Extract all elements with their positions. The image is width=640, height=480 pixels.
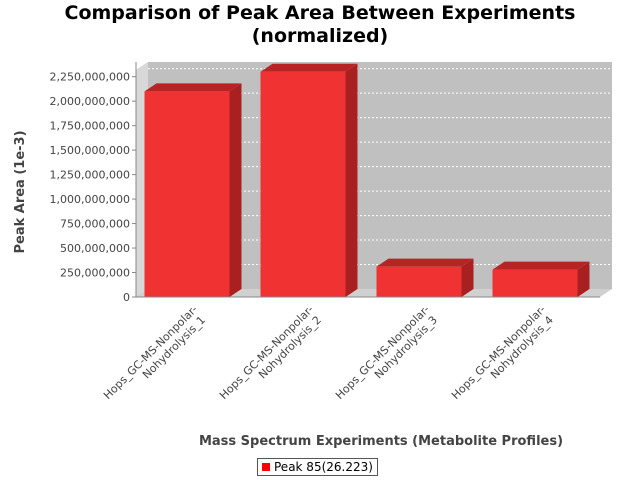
bar-side xyxy=(345,63,358,297)
x-tick-label: Hops_GC-MS-Nonpolar-Nohydrolysis_1 xyxy=(101,303,209,411)
bar xyxy=(260,71,346,298)
y-tick-label: 750,000,000 xyxy=(60,218,130,231)
bar-side xyxy=(461,258,474,297)
x-tick-label: Hops_GC-MS-Nonpolar-Nohydrolysis_4 xyxy=(449,303,557,411)
bar-top xyxy=(144,83,242,92)
bar-side xyxy=(229,83,242,297)
y-tick-label: 250,000,000 xyxy=(60,267,130,280)
y-tick-label: 1,000,000,000 xyxy=(50,193,130,206)
y-tick-label: 0 xyxy=(123,291,130,304)
bar xyxy=(376,266,462,297)
bar xyxy=(492,269,578,297)
y-tick-label: 2,000,000,000 xyxy=(50,95,130,108)
y-tick-label: 2,250,000,000 xyxy=(50,71,130,84)
bar xyxy=(144,91,230,297)
chart-title-main: Comparison of Peak Area Between Experime… xyxy=(64,2,576,24)
legend-label: Peak 85(26.223) xyxy=(274,460,373,474)
legend-swatch xyxy=(262,463,270,471)
bar-side xyxy=(577,261,590,297)
bar-top xyxy=(376,258,474,267)
x-tick-label: Hops_GC-MS-Nonpolar-Nohydrolysis_2 xyxy=(217,303,325,411)
bar-top xyxy=(492,261,590,270)
y-tick-label: 1,750,000,000 xyxy=(50,120,130,133)
y-axis-label: Peak Area (1e-3) xyxy=(13,130,28,253)
bar-top xyxy=(260,63,358,72)
x-axis-label: Mass Spectrum Experiments (Metabolite Pr… xyxy=(199,434,563,449)
y-tick-label: 500,000,000 xyxy=(60,242,130,255)
chart-subtitle: (normalized) xyxy=(251,25,389,47)
y-tick-label: 1,500,000,000 xyxy=(50,144,130,157)
y-tick-label: 1,250,000,000 xyxy=(50,169,130,182)
chart-title: Comparison of Peak Area Between Experime… xyxy=(0,2,640,48)
x-tick-label: Hops_GC-MS-Nonpolar-Nohydrolysis_3 xyxy=(333,303,441,411)
legend: Peak 85(26.223) xyxy=(257,458,378,476)
